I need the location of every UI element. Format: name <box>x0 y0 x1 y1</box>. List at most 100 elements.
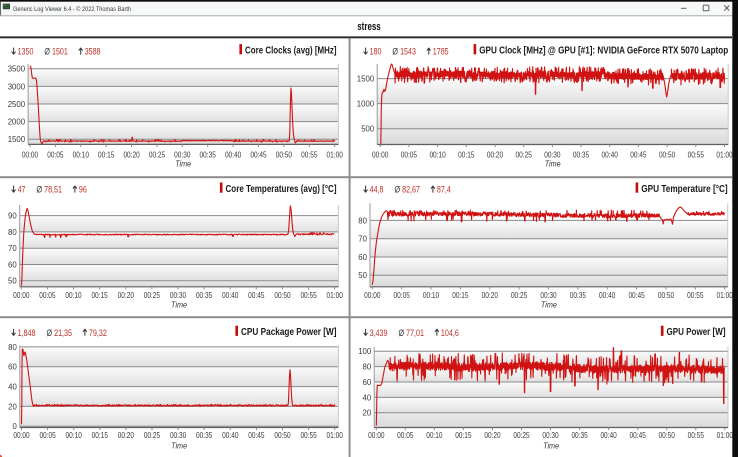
svg-text:Time: Time <box>171 441 187 450</box>
svg-text:3,439: 3,439 <box>370 328 388 338</box>
svg-text:00:45: 00:45 <box>630 149 647 159</box>
svg-text:104,6: 104,6 <box>441 328 459 338</box>
svg-text:1000: 1000 <box>357 99 375 109</box>
svg-text:47: 47 <box>18 185 26 195</box>
svg-text:00:20: 00:20 <box>118 430 135 440</box>
svg-text:2500: 2500 <box>8 99 26 109</box>
svg-text:60: 60 <box>363 377 372 387</box>
svg-text:80: 80 <box>8 227 17 237</box>
svg-text:00:50: 00:50 <box>274 430 291 440</box>
svg-text:00:30: 00:30 <box>544 149 561 159</box>
svg-text:Generic Log Viewer 6.4 - © 2: Generic Log Viewer 6.4 - © 2022 Thomas B… <box>13 5 131 13</box>
svg-text:Time: Time <box>175 159 191 168</box>
svg-text:00:50: 00:50 <box>276 149 293 159</box>
svg-text:00:05: 00:05 <box>401 149 418 159</box>
svg-text:00:45: 00:45 <box>250 149 267 159</box>
svg-text:00:35: 00:35 <box>570 290 587 300</box>
svg-text:00:15: 00:15 <box>98 149 115 159</box>
svg-text:00:00: 00:00 <box>13 430 30 440</box>
svg-text:00:25: 00:25 <box>144 430 161 440</box>
svg-text:00:15: 00:15 <box>452 290 469 300</box>
svg-text:00:40: 00:40 <box>225 149 242 159</box>
svg-text:00:35: 00:35 <box>571 430 588 440</box>
svg-text:00:55: 00:55 <box>300 290 317 300</box>
svg-text:80: 80 <box>358 215 367 225</box>
svg-text:20: 20 <box>8 401 17 411</box>
svg-text:01:00: 01:00 <box>327 149 344 159</box>
svg-text:3500: 3500 <box>8 64 26 74</box>
svg-text:00:45: 00:45 <box>248 290 265 300</box>
svg-text:00:20: 00:20 <box>487 149 504 159</box>
svg-text:96: 96 <box>79 185 87 195</box>
svg-text:79,32: 79,32 <box>89 328 107 338</box>
svg-text:Time: Time <box>543 441 559 450</box>
svg-text:01:00: 01:00 <box>716 149 733 159</box>
svg-text:60: 60 <box>358 252 367 262</box>
svg-text:00:50: 00:50 <box>659 149 676 159</box>
svg-text:00:00: 00:00 <box>364 290 381 300</box>
svg-text:00:35: 00:35 <box>573 149 590 159</box>
svg-text:90: 90 <box>8 211 17 221</box>
svg-text:01:00: 01:00 <box>717 290 734 300</box>
svg-text:20: 20 <box>363 408 372 418</box>
svg-text:82,67: 82,67 <box>402 185 420 195</box>
svg-text:GPU Clock [MHz] @ GPU [#1]: NV: GPU Clock [MHz] @ GPU [#1]: NVIDIA GeFor… <box>479 45 728 56</box>
svg-text:00:00: 00:00 <box>13 290 30 300</box>
svg-text:00:40: 00:40 <box>600 430 617 440</box>
svg-text:00:55: 00:55 <box>687 290 704 300</box>
svg-text:1350: 1350 <box>18 47 34 57</box>
svg-text:00:15: 00:15 <box>458 149 475 159</box>
svg-text:100: 100 <box>358 346 371 356</box>
svg-text:CPU Package Power [W]: CPU Package Power [W] <box>241 327 337 338</box>
svg-text:1785: 1785 <box>433 47 449 57</box>
svg-text:00:30: 00:30 <box>170 430 187 440</box>
svg-text:1500: 1500 <box>357 74 375 84</box>
svg-text:50: 50 <box>358 270 367 280</box>
svg-text:00:30: 00:30 <box>542 430 559 440</box>
svg-text:Time: Time <box>171 300 187 309</box>
svg-text:80: 80 <box>363 362 372 372</box>
svg-text:2000: 2000 <box>8 117 26 127</box>
svg-text:00:10: 00:10 <box>73 149 90 159</box>
svg-text:00:40: 00:40 <box>599 290 616 300</box>
svg-text:00:15: 00:15 <box>455 430 472 440</box>
svg-text:00:50: 00:50 <box>659 430 676 440</box>
svg-text:00:35: 00:35 <box>200 149 217 159</box>
svg-text:GPU Temperature [°C]: GPU Temperature [°C] <box>641 184 728 195</box>
svg-text:00:25: 00:25 <box>516 149 533 159</box>
svg-text:50: 50 <box>8 276 17 286</box>
svg-text:00:25: 00:25 <box>511 290 528 300</box>
svg-text:00:15: 00:15 <box>92 430 109 440</box>
svg-text:80: 80 <box>8 342 17 352</box>
svg-text:01:00: 01:00 <box>327 430 344 440</box>
svg-text:00:25: 00:25 <box>149 149 166 159</box>
svg-text:00:10: 00:10 <box>66 430 83 440</box>
svg-text:00:25: 00:25 <box>513 430 530 440</box>
svg-text:stress: stress <box>357 21 381 33</box>
svg-text:00:10: 00:10 <box>423 290 440 300</box>
svg-text:00:45: 00:45 <box>248 430 265 440</box>
svg-text:500: 500 <box>361 124 374 134</box>
svg-text:3588: 3588 <box>85 47 101 57</box>
svg-text:00:20: 00:20 <box>484 430 501 440</box>
svg-text:GPU Power [W]: GPU Power [W] <box>667 327 726 338</box>
svg-text:Core Clocks (avg) [MHz]: Core Clocks (avg) [MHz] <box>245 45 337 56</box>
svg-text:00:00: 00:00 <box>368 430 385 440</box>
svg-text:00:05: 00:05 <box>397 430 414 440</box>
svg-text:3000: 3000 <box>8 81 26 91</box>
svg-text:70: 70 <box>358 234 367 244</box>
svg-text:00:10: 00:10 <box>429 149 446 159</box>
svg-text:00:15: 00:15 <box>91 290 108 300</box>
svg-text:00:30: 00:30 <box>540 290 557 300</box>
svg-text:Time: Time <box>545 159 561 168</box>
svg-text:Ø: Ø <box>44 47 50 57</box>
svg-text:00:45: 00:45 <box>630 430 647 440</box>
svg-text:00:05: 00:05 <box>39 430 56 440</box>
svg-text:00:40: 00:40 <box>222 430 239 440</box>
svg-text:1501: 1501 <box>52 47 68 57</box>
svg-text:00:20: 00:20 <box>123 149 140 159</box>
svg-text:77,01: 77,01 <box>406 328 424 338</box>
svg-text:00:35: 00:35 <box>196 430 213 440</box>
svg-text:00:55: 00:55 <box>300 430 317 440</box>
svg-text:01:00: 01:00 <box>327 290 344 300</box>
